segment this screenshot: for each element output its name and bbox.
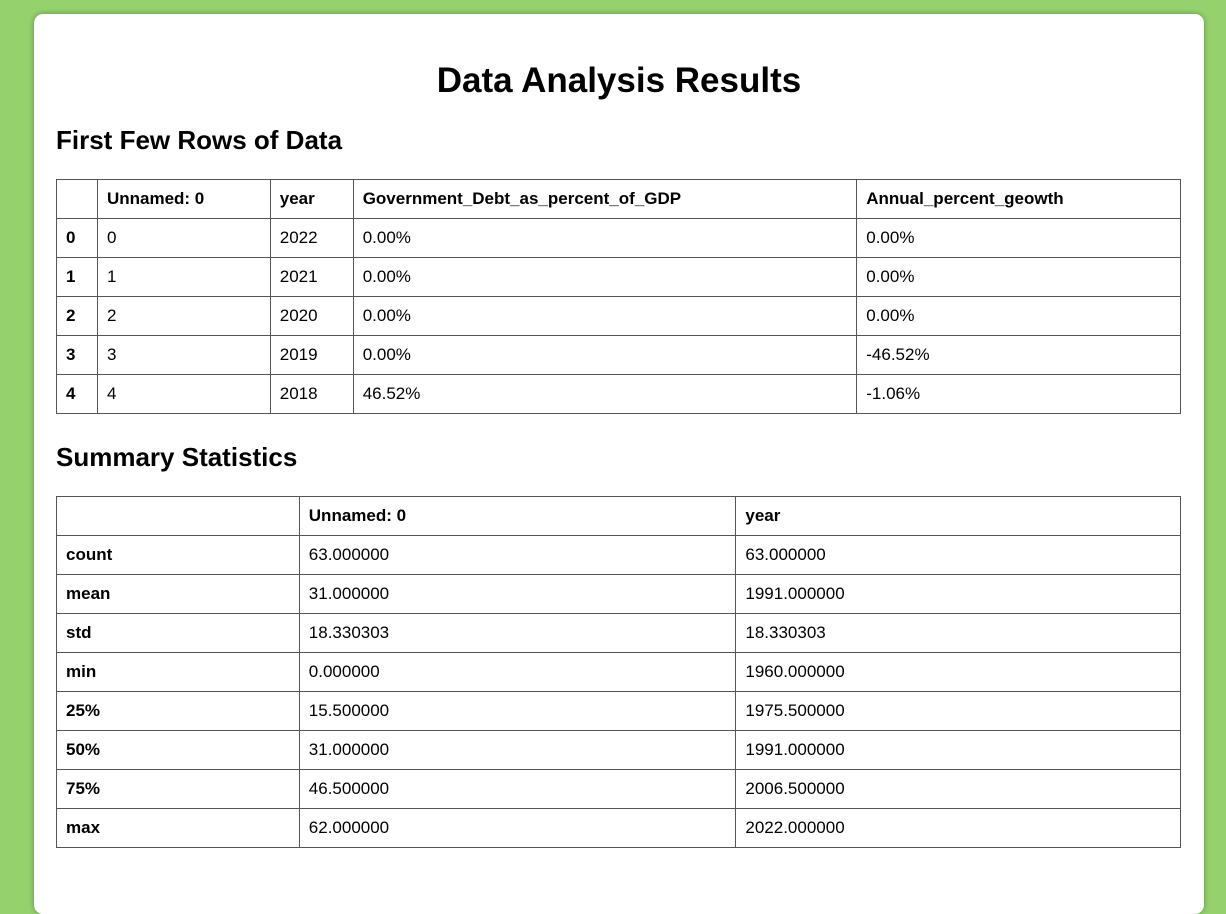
stat-label: mean bbox=[56, 574, 300, 614]
table-cell: 0.000000 bbox=[298, 652, 737, 692]
table-row: count 63.000000 63.000000 bbox=[56, 535, 1181, 575]
table-cell: 0.00% bbox=[352, 257, 858, 297]
table-cell: 31.000000 bbox=[298, 730, 737, 770]
summary-heading: Summary Statistics bbox=[56, 442, 298, 472]
column-header bbox=[56, 496, 300, 536]
stat-label: max bbox=[56, 808, 300, 848]
table-cell: 0.00% bbox=[352, 218, 858, 258]
table-cell: 0.00% bbox=[352, 335, 858, 375]
stat-label: 25% bbox=[56, 691, 300, 731]
table-cell: 1991.000000 bbox=[735, 730, 1181, 770]
table-cell: 46.500000 bbox=[298, 769, 737, 809]
table-row: mean 31.000000 1991.000000 bbox=[56, 574, 1181, 614]
row-index: 1 bbox=[56, 257, 98, 297]
table-header-row: Unnamed: 0 year Government_Debt_as_perce… bbox=[56, 179, 1181, 219]
stat-label: std bbox=[56, 613, 300, 653]
table-header-row: Unnamed: 0 year bbox=[56, 496, 1181, 536]
row-index: 2 bbox=[56, 296, 98, 336]
summary-table: Unnamed: 0 year count 63.000000 63.00000… bbox=[56, 496, 1181, 848]
results-card: Data Analysis Results First Few Rows of … bbox=[34, 14, 1204, 914]
table-cell: 15.500000 bbox=[298, 691, 737, 731]
table-row: min 0.000000 1960.000000 bbox=[56, 652, 1181, 692]
table-row: 1 1 2021 0.00% 0.00% bbox=[56, 257, 1181, 297]
table-cell: -1.06% bbox=[856, 374, 1181, 414]
column-header: Government_Debt_as_percent_of_GDP bbox=[352, 179, 858, 219]
stat-label: min bbox=[56, 652, 300, 692]
table-row: 3 3 2019 0.00% -46.52% bbox=[56, 335, 1181, 375]
table-cell: 31.000000 bbox=[298, 574, 737, 614]
table-row: 0 0 2022 0.00% 0.00% bbox=[56, 218, 1181, 258]
table-cell: 2019 bbox=[269, 335, 354, 375]
table-cell: 2 bbox=[96, 296, 271, 336]
stat-label: 75% bbox=[56, 769, 300, 809]
table-row: 2 2 2020 0.00% 0.00% bbox=[56, 296, 1181, 336]
table-cell: 1975.500000 bbox=[735, 691, 1181, 731]
table-cell: 18.330303 bbox=[298, 613, 737, 653]
table-row: max 62.000000 2022.000000 bbox=[56, 808, 1181, 848]
first-rows-heading: First Few Rows of Data bbox=[56, 125, 343, 155]
table-row: std 18.330303 18.330303 bbox=[56, 613, 1181, 653]
table-cell: 2022.000000 bbox=[735, 808, 1181, 848]
column-header: year bbox=[269, 179, 354, 219]
table-row: 25% 15.500000 1975.500000 bbox=[56, 691, 1181, 731]
table-cell: 1 bbox=[96, 257, 271, 297]
row-index: 0 bbox=[56, 218, 98, 258]
table-cell: 0.00% bbox=[856, 218, 1181, 258]
table-row: 4 4 2018 46.52% -1.06% bbox=[56, 374, 1181, 414]
table-cell: 63.000000 bbox=[735, 535, 1181, 575]
table-cell: 1960.000000 bbox=[735, 652, 1181, 692]
table-cell: 0 bbox=[96, 218, 271, 258]
table-cell: -46.52% bbox=[856, 335, 1181, 375]
column-header bbox=[56, 179, 98, 219]
table-cell: 4 bbox=[96, 374, 271, 414]
table-cell: 62.000000 bbox=[298, 808, 737, 848]
row-index: 4 bbox=[56, 374, 98, 414]
table-cell: 63.000000 bbox=[298, 535, 737, 575]
column-header: Unnamed: 0 bbox=[298, 496, 737, 536]
table-cell: 2006.500000 bbox=[735, 769, 1181, 809]
stat-label: 50% bbox=[56, 730, 300, 770]
page-title: Data Analysis Results bbox=[436, 61, 802, 100]
table-cell: 18.330303 bbox=[735, 613, 1181, 653]
table-cell: 0.00% bbox=[856, 296, 1181, 336]
table-cell: 2022 bbox=[269, 218, 354, 258]
table-cell: 46.52% bbox=[352, 374, 858, 414]
table-cell: 0.00% bbox=[856, 257, 1181, 297]
first-rows-table: Unnamed: 0 year Government_Debt_as_perce… bbox=[56, 179, 1181, 414]
table-cell: 1991.000000 bbox=[735, 574, 1181, 614]
table-cell: 2018 bbox=[269, 374, 354, 414]
table-cell: 2020 bbox=[269, 296, 354, 336]
row-index: 3 bbox=[56, 335, 98, 375]
column-header: Unnamed: 0 bbox=[96, 179, 271, 219]
column-header: year bbox=[735, 496, 1181, 536]
table-cell: 2021 bbox=[269, 257, 354, 297]
table-row: 50% 31.000000 1991.000000 bbox=[56, 730, 1181, 770]
table-cell: 0.00% bbox=[352, 296, 858, 336]
table-cell: 3 bbox=[96, 335, 271, 375]
column-header: Annual_percent_geowth bbox=[856, 179, 1181, 219]
stat-label: count bbox=[56, 535, 300, 575]
table-row: 75% 46.500000 2006.500000 bbox=[56, 769, 1181, 809]
